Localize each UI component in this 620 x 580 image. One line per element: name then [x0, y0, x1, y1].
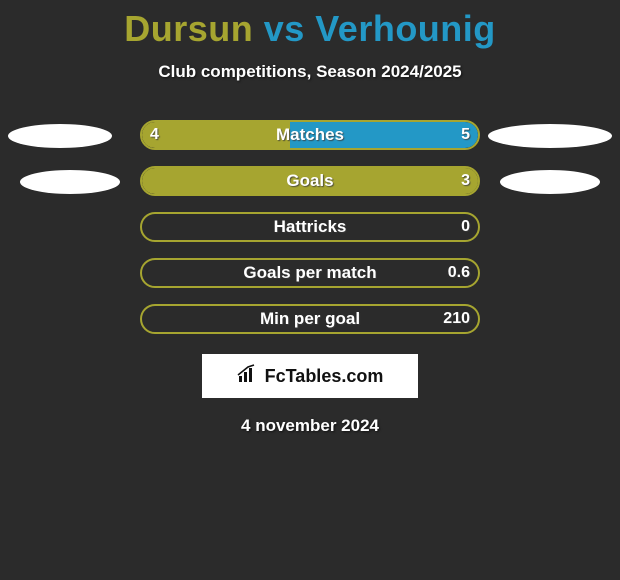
brand-text: FcTables.com [265, 366, 384, 387]
stat-bar-track [140, 166, 480, 196]
stat-value-left: 4 [150, 120, 159, 150]
stat-bar-track [140, 212, 480, 242]
subtitle: Club competitions, Season 2024/2025 [0, 62, 620, 82]
stat-bar-right-fill [290, 122, 478, 148]
stat-row: Matches45 [0, 120, 620, 150]
player-right-marker [500, 170, 600, 194]
stat-row: Goals3 [0, 166, 620, 196]
player-right-marker [488, 124, 612, 148]
stat-value-right: 3 [461, 166, 470, 196]
player-right-name: Verhounig [315, 8, 496, 49]
player-left-name: Dursun [124, 8, 253, 49]
stat-value-right: 0.6 [448, 258, 470, 288]
brand-badge: FcTables.com [202, 354, 418, 398]
player-left-marker [20, 170, 120, 194]
bar-chart-icon [237, 364, 259, 389]
stat-bar-track [140, 304, 480, 334]
stat-value-right: 5 [461, 120, 470, 150]
stat-value-right: 0 [461, 212, 470, 242]
stat-row: Min per goal210 [0, 304, 620, 334]
stat-row: Goals per match0.6 [0, 258, 620, 288]
stat-bar-left-fill [142, 122, 290, 148]
stat-row: Hattricks0 [0, 212, 620, 242]
comparison-chart: Matches45Goals3Hattricks0Goals per match… [0, 120, 620, 334]
date-label: 4 november 2024 [0, 416, 620, 436]
stat-value-right: 210 [443, 304, 470, 334]
stat-bar-left-fill [142, 168, 478, 194]
title-vs: vs [253, 8, 315, 49]
stat-bar-track [140, 258, 480, 288]
page-title: Dursun vs Verhounig [0, 0, 620, 50]
player-left-marker [8, 124, 112, 148]
stat-bar-track [140, 120, 480, 150]
